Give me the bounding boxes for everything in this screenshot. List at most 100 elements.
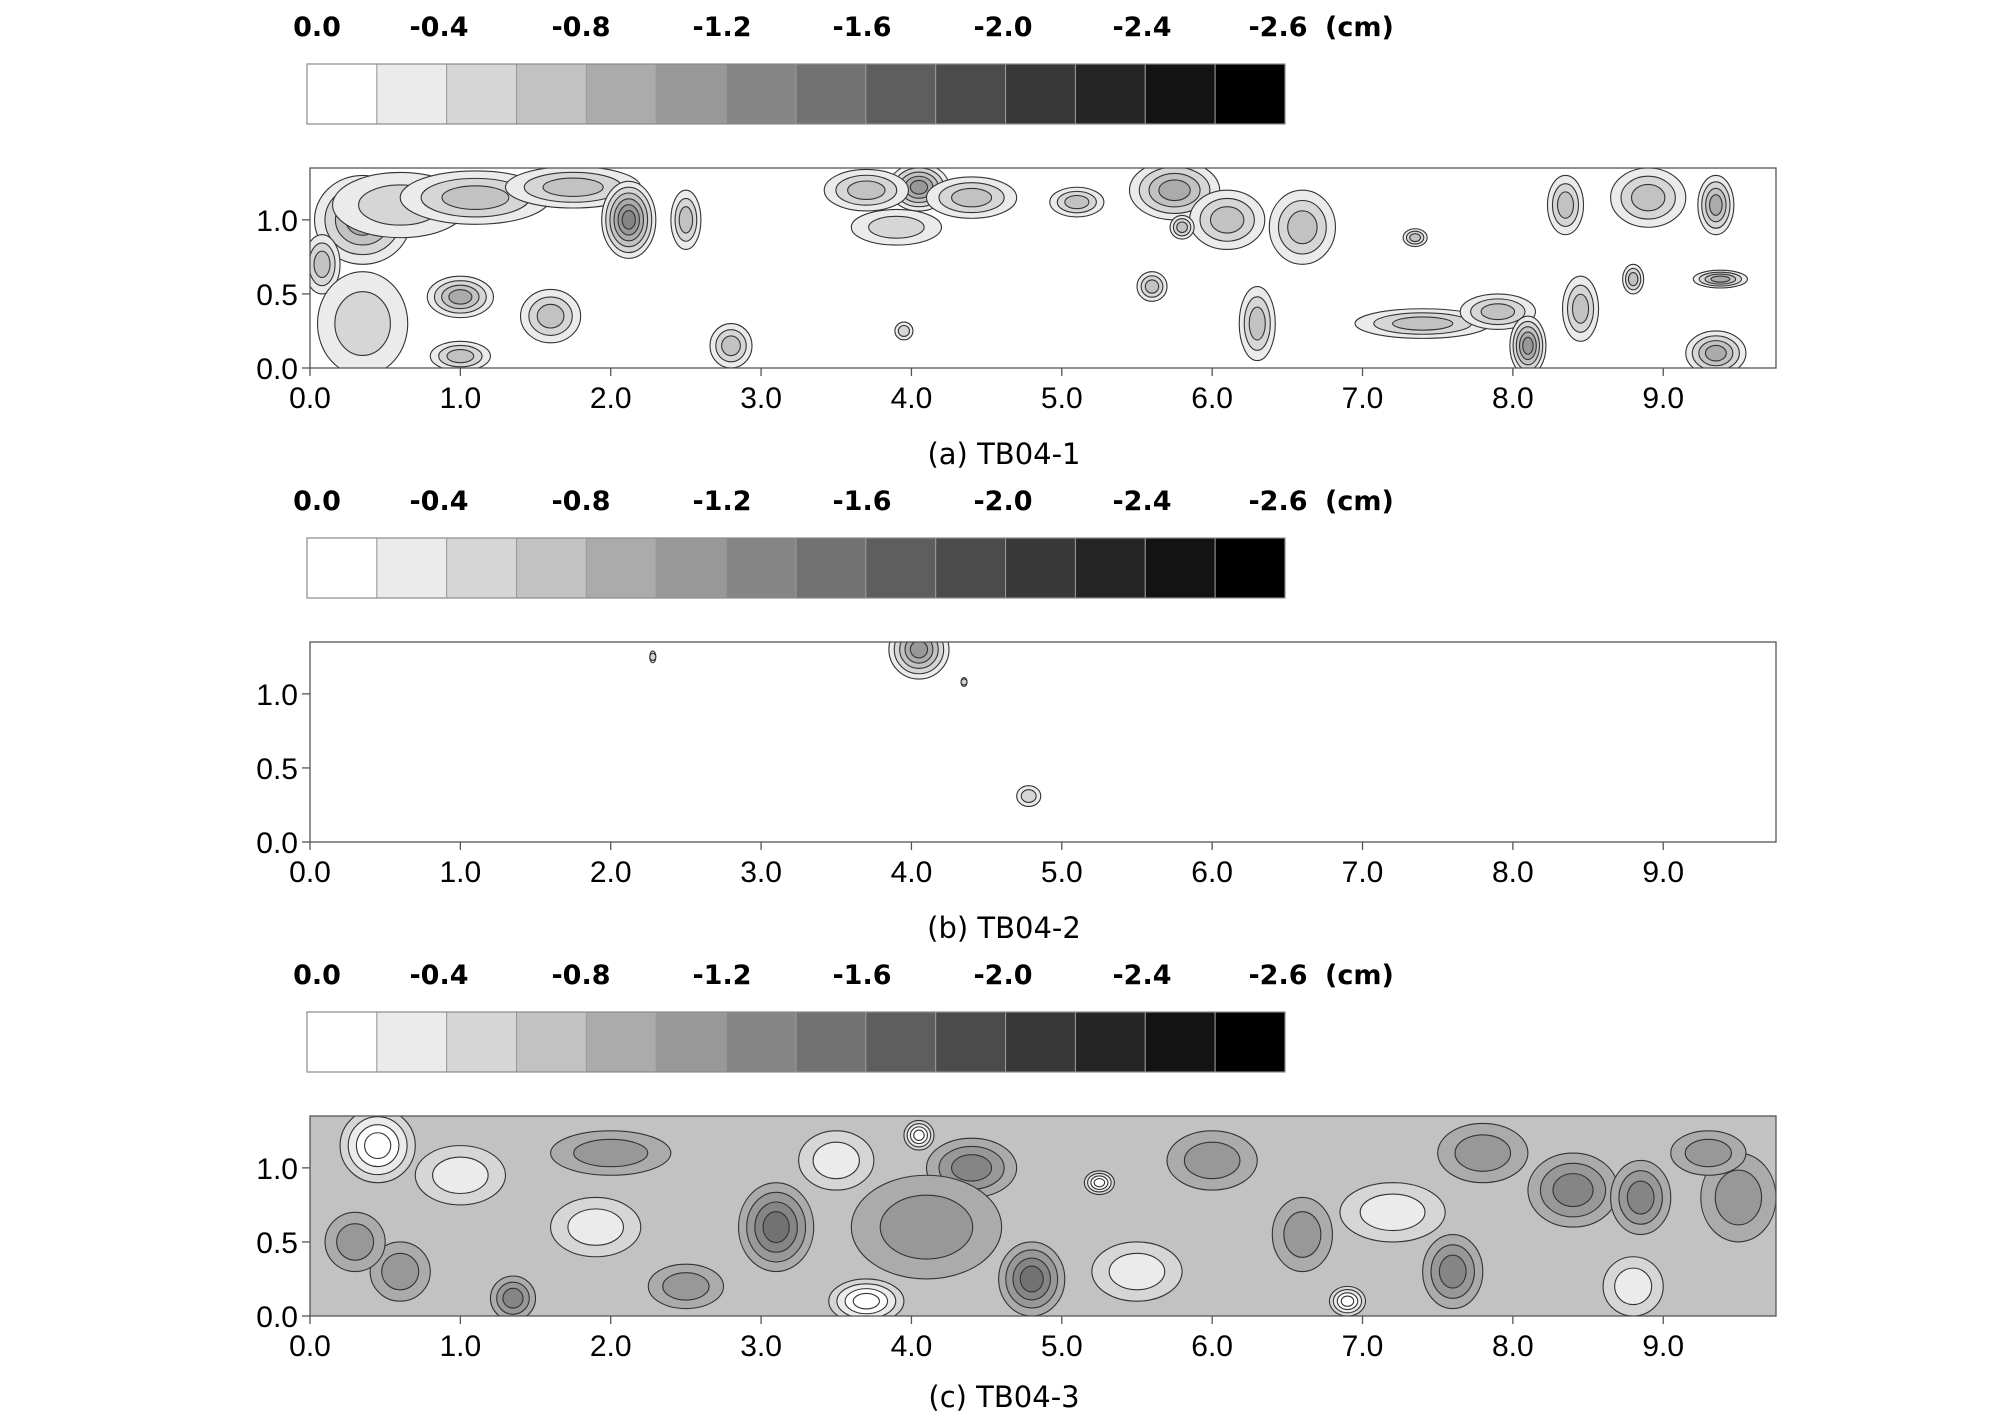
y-tick-label: 0.5 [256, 1227, 298, 1260]
contour-field [310, 168, 1776, 368]
contour-region [567, 1208, 624, 1246]
contour-region [1409, 233, 1422, 243]
colorbar-unit: (cm) [1325, 486, 1394, 517]
contour-region [897, 324, 911, 337]
contour-background [310, 642, 1776, 842]
contour-region [1287, 210, 1318, 245]
x-tick-label: 0.0 [289, 1330, 331, 1363]
contour-region [1340, 1295, 1355, 1307]
colorbar-cell [1005, 63, 1076, 125]
contour-field [310, 1116, 1776, 1316]
contour-region [1283, 1211, 1322, 1258]
colorbar-tick-label: -1.2 [692, 960, 752, 991]
plot-frame [309, 167, 1777, 369]
contour-region [542, 177, 604, 198]
colorbar-cell [795, 1011, 867, 1073]
contour-region [678, 206, 694, 234]
chart-panel-b: 0.0 -0.4 -0.8 -1.2 -1.6 -2.0 -2.4 -2.6 (cm) 0.0 1… [0, 474, 2008, 948]
contour-field [310, 642, 1776, 842]
contour-region [502, 1287, 524, 1309]
contour-region [1709, 194, 1723, 216]
contour-region [446, 349, 475, 364]
colorbar-cell [1214, 1011, 1286, 1073]
contour-region [1480, 303, 1516, 321]
y-tick-label: 0.0 [256, 353, 298, 386]
x-tick-label: 7.0 [1342, 382, 1384, 415]
x-tick-label: 1.0 [439, 856, 481, 889]
colorbar [306, 537, 1286, 599]
contour-region [432, 1156, 489, 1195]
contour-region [313, 250, 331, 279]
x-tick-label: 3.0 [740, 1330, 782, 1363]
x-tick-label: 8.0 [1492, 382, 1534, 415]
colorbar-cell [865, 1011, 937, 1073]
colorbar-cell [1144, 537, 1216, 599]
x-tick-label: 6.0 [1191, 856, 1233, 889]
contour-region [662, 1272, 710, 1301]
x-tick-label: 2.0 [590, 1330, 632, 1363]
contour-region [721, 335, 741, 357]
x-tick-label: 5.0 [1041, 856, 1083, 889]
colorbar-tick-label: 0.0 [293, 960, 341, 991]
colorbar [306, 1011, 1286, 1073]
contour-region [1571, 293, 1590, 324]
y-tick-label: 0.5 [256, 279, 298, 312]
colorbar-unit: (cm) [1325, 12, 1394, 43]
colorbar-cell [725, 63, 797, 125]
panel-caption: (a) TB04-1 [927, 437, 1081, 471]
contour-region [909, 179, 929, 195]
x-tick-label: 6.0 [1191, 382, 1233, 415]
colorbar-cell [376, 63, 448, 125]
contour-region [1556, 191, 1575, 219]
contour-region [1392, 316, 1454, 331]
contour-region [950, 1154, 993, 1182]
x-tick-label: 9.0 [1642, 856, 1684, 889]
contour-region [1209, 206, 1245, 234]
contour-region [1626, 1180, 1655, 1215]
x-tick-label: 8.0 [1492, 1330, 1534, 1363]
colorbar-tick-label: 0.0 [293, 12, 341, 43]
colorbar-frame [306, 63, 1286, 125]
x-tick-label: 4.0 [891, 382, 933, 415]
colorbar-tick-label: -1.6 [832, 960, 892, 991]
x-tick-label: 2.0 [590, 382, 632, 415]
colorbar-cell [585, 1011, 657, 1073]
colorbar-cell [935, 1011, 1007, 1073]
panel-caption: (b) TB04-2 [927, 911, 1081, 945]
chart-panel-c: 0.0 -0.4 -0.8 -1.2 -1.6 -2.0 -2.4 -2.6 (cm) 0.0 1… [0, 948, 2008, 1422]
x-tick-label: 8.0 [1492, 856, 1534, 889]
contour-region [762, 1211, 790, 1244]
colorbar-cell [516, 537, 587, 599]
colorbar-tick-label: -1.2 [692, 12, 752, 43]
colorbar-tick-label: -2.0 [973, 12, 1033, 43]
contour-plot: 0.0 1.0 2.0 3.0 4.0 5.0 6.0 7.0 8.0 9.0 0.0 0.5 1.0 [256, 167, 1777, 415]
colorbar-cell [1144, 1011, 1216, 1073]
contour-region [913, 1129, 925, 1141]
colorbar-tick-label: -2.4 [1112, 12, 1172, 43]
x-tick-label: 1.0 [439, 382, 481, 415]
colorbar-cell [306, 63, 378, 125]
y-tick-label: 1.0 [256, 1153, 298, 1186]
contour-region [1552, 1173, 1594, 1208]
colorbar-cell [795, 63, 867, 125]
contour-region [1630, 183, 1666, 212]
colorbar-cell [1074, 1011, 1146, 1073]
contour-region [441, 185, 510, 211]
colorbar-tick-label: -2.6 [1248, 960, 1308, 991]
y-tick-label: 1.0 [256, 205, 298, 238]
contour-region [1359, 1193, 1426, 1232]
contour-region [448, 289, 473, 305]
chart-panel-a: 0.0 -0.4 -0.8 -1.2 -1.6 -2.0 -2.4 -2.6 (cm) 0.0 1… [0, 0, 2008, 474]
colorbar-cell [1005, 537, 1076, 599]
colorbar-cell [1214, 63, 1286, 125]
plot-frame [309, 641, 1777, 843]
colorbar-tick-label: -2.0 [973, 960, 1033, 991]
contour-region [381, 1252, 420, 1291]
colorbar-unit: (cm) [1325, 960, 1394, 991]
x-tick-label: 1.0 [439, 1330, 481, 1363]
colorbar-tick-label: -1.6 [832, 12, 892, 43]
x-tick-label: 3.0 [740, 382, 782, 415]
colorbar-tick-label: -0.4 [409, 960, 469, 991]
contour-region [336, 1223, 375, 1261]
contour-region [1710, 275, 1731, 283]
